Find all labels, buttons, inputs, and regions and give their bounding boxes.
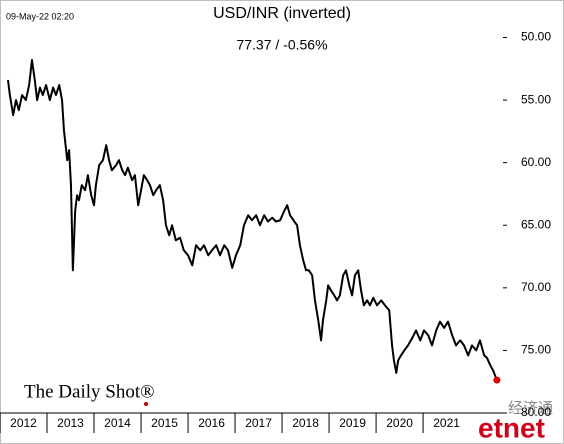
y-tick-label: 80.00 (521, 405, 551, 419)
chart-subtitle: 77.37 / -0.56% (236, 37, 327, 53)
x-tick-label: 2013 (57, 416, 84, 430)
x-tick-label: 2020 (386, 416, 413, 430)
watermark-logo: etnet (478, 412, 545, 443)
watermark: 经济通 (508, 400, 553, 417)
x-tick-label: 2012 (10, 416, 37, 430)
y-tick-label: 50.00 (521, 30, 551, 44)
x-tick-label: 2018 (292, 416, 319, 430)
x-tick-label: 2014 (104, 416, 131, 430)
x-tick-label: 2017 (245, 416, 272, 430)
y-tick-label: 65.00 (521, 217, 551, 231)
branding: The Daily Shot® (24, 381, 155, 402)
line (6, 59, 498, 381)
y-tick-label: 60.00 (521, 155, 551, 169)
y-tick-label: 75.00 (521, 343, 551, 357)
branding-dot (144, 402, 148, 406)
y-tick-label: 55.00 (521, 92, 551, 106)
last-point (493, 376, 501, 384)
x-tick-label: 2021 (433, 416, 460, 430)
x-tick-label: 2019 (339, 416, 366, 430)
y-tick-label: 70.00 (521, 280, 551, 294)
chart-title: USD/INR (inverted) (213, 5, 351, 22)
timestamp: 09-May-22 02:20 (6, 11, 74, 21)
x-tick-label: 2015 (151, 416, 178, 430)
x-tick-label: 2016 (198, 416, 225, 430)
